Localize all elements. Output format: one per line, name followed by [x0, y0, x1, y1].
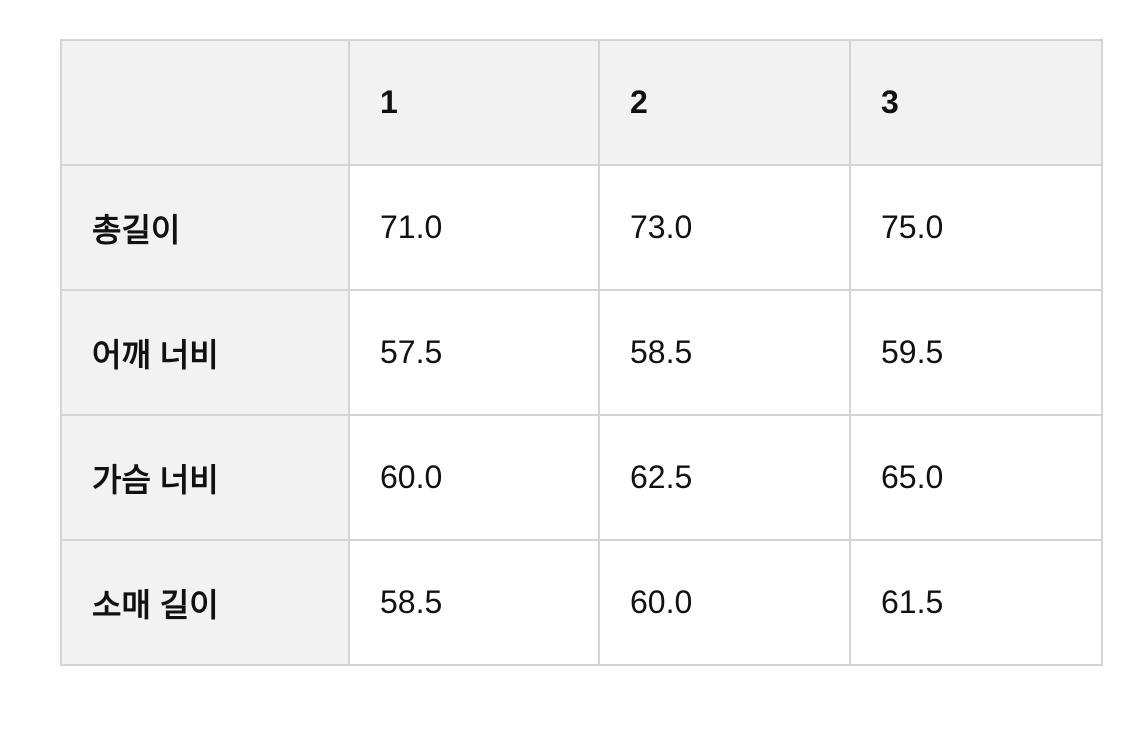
- table-row: 총길이 71.0 73.0 75.0: [60, 164, 1103, 291]
- table-cell: 75.0: [849, 164, 1103, 291]
- size-table: 1 2 3 총길이 71.0 73.0 75.0 어깨 너비 57.5 58.5…: [60, 39, 1103, 666]
- row-label: 가슴 너비: [60, 414, 350, 541]
- table-row: 소매 길이 58.5 60.0 61.5: [60, 539, 1103, 666]
- table-cell: 60.0: [348, 414, 600, 541]
- table-cell: 65.0: [849, 414, 1103, 541]
- row-label: 소매 길이: [60, 539, 350, 666]
- table-cell: 59.5: [849, 289, 1103, 416]
- header-cell-size-2: 2: [598, 39, 851, 166]
- row-label: 어깨 너비: [60, 289, 350, 416]
- table-cell: 71.0: [348, 164, 600, 291]
- table-cell: 62.5: [598, 414, 851, 541]
- table-cell: 61.5: [849, 539, 1103, 666]
- table-cell: 58.5: [598, 289, 851, 416]
- table-cell: 58.5: [348, 539, 600, 666]
- table-cell: 60.0: [598, 539, 851, 666]
- table-row: 가슴 너비 60.0 62.5 65.0: [60, 414, 1103, 541]
- table-cell: 73.0: [598, 164, 851, 291]
- header-cell-empty: [60, 39, 350, 166]
- table-cell: 57.5: [348, 289, 600, 416]
- table-row: 어깨 너비 57.5 58.5 59.5: [60, 289, 1103, 416]
- header-row: 1 2 3: [60, 39, 1103, 166]
- row-label: 총길이: [60, 164, 350, 291]
- header-cell-size-1: 1: [348, 39, 600, 166]
- header-cell-size-3: 3: [849, 39, 1103, 166]
